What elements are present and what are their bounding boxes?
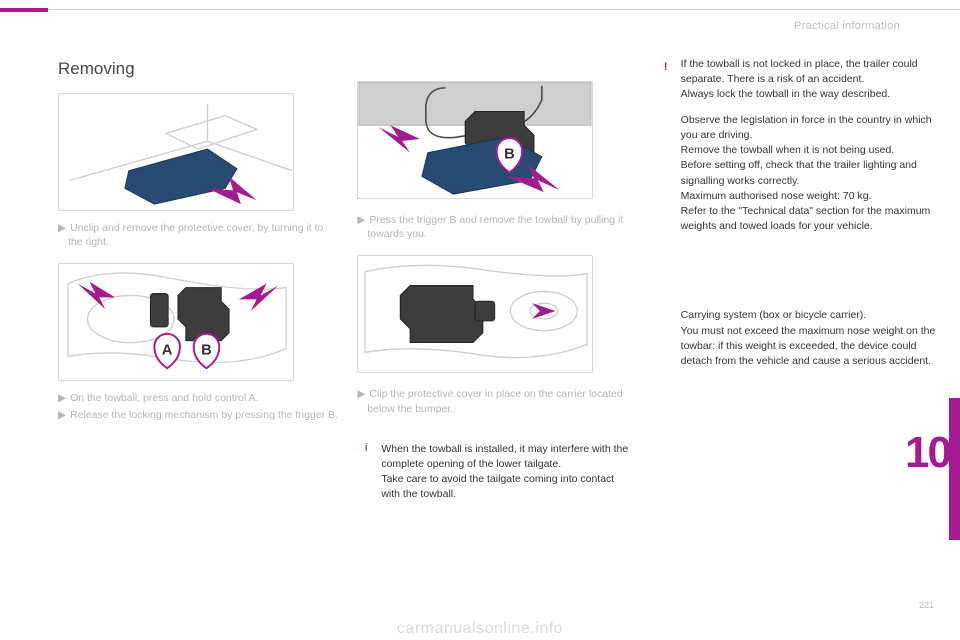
warning-p1: If the towball is not locked in place, t… xyxy=(681,57,932,103)
caption-trigger-b-text: Release the locking mechanism by pressin… xyxy=(70,409,338,421)
page-columns: Removing ▶Unclip and remove the protecti… xyxy=(58,55,938,610)
caption-remove-towball-text: Press the trigger B and remove the towba… xyxy=(367,214,623,240)
header-rule xyxy=(48,9,960,10)
caption-trigger-b: ▶Release the locking mechanism by pressi… xyxy=(58,408,339,422)
figure-unclip-cover xyxy=(58,93,294,211)
column-1: Removing ▶Unclip and remove the protecti… xyxy=(58,55,339,610)
caption-clip-cover-text: Clip the protective cover in place on th… xyxy=(367,388,622,414)
warning-box: ! If the towball is not locked in place,… xyxy=(657,55,938,250)
column-3: ! If the towball is not locked in place,… xyxy=(657,55,938,610)
info-text: When the towball is installed, it may in… xyxy=(381,442,632,503)
chapter-number: 10 xyxy=(905,428,950,478)
heading-removing: Removing xyxy=(58,59,339,79)
info-icon: i xyxy=(359,442,373,456)
caption-unclip-text: Unclip and remove the protective cover, … xyxy=(68,222,323,248)
figure-remove-towball: B xyxy=(357,81,593,199)
badge-b-2: B xyxy=(504,147,515,163)
chapter-tab xyxy=(949,398,960,540)
carrying-system-note: Carrying system (box or bicycle carrier)… xyxy=(657,308,938,369)
caption-control-a: ▶On the towball, press and hold control … xyxy=(58,391,339,405)
info-box-tailgate: i When the towball is installed, it may … xyxy=(357,436,638,509)
caption-clip-cover: ▶Clip the protective cover in place on t… xyxy=(357,387,638,415)
spacer xyxy=(357,55,638,81)
badge-b-1: B xyxy=(201,343,212,359)
badge-a: A xyxy=(162,343,173,359)
caption-remove-towball: ▶Press the trigger B and remove the towb… xyxy=(357,213,638,241)
warning-icon: ! xyxy=(659,61,673,75)
section-label: Practical information xyxy=(794,20,900,32)
caption-unclip: ▶Unclip and remove the protective cover,… xyxy=(58,221,339,249)
figure-press-control-a: A B xyxy=(58,263,294,381)
caption-control-a-text: On the towball, press and hold control A… xyxy=(70,392,259,404)
watermark: carmanualsonline.info xyxy=(0,620,960,638)
figure-clip-cover xyxy=(357,255,593,373)
column-2: B ▶Press the trigger B and remove the to… xyxy=(357,55,638,610)
header-accent xyxy=(0,8,48,12)
warning-p2: Observe the legislation in force in the … xyxy=(681,113,932,235)
page-number: 221 xyxy=(919,600,934,610)
